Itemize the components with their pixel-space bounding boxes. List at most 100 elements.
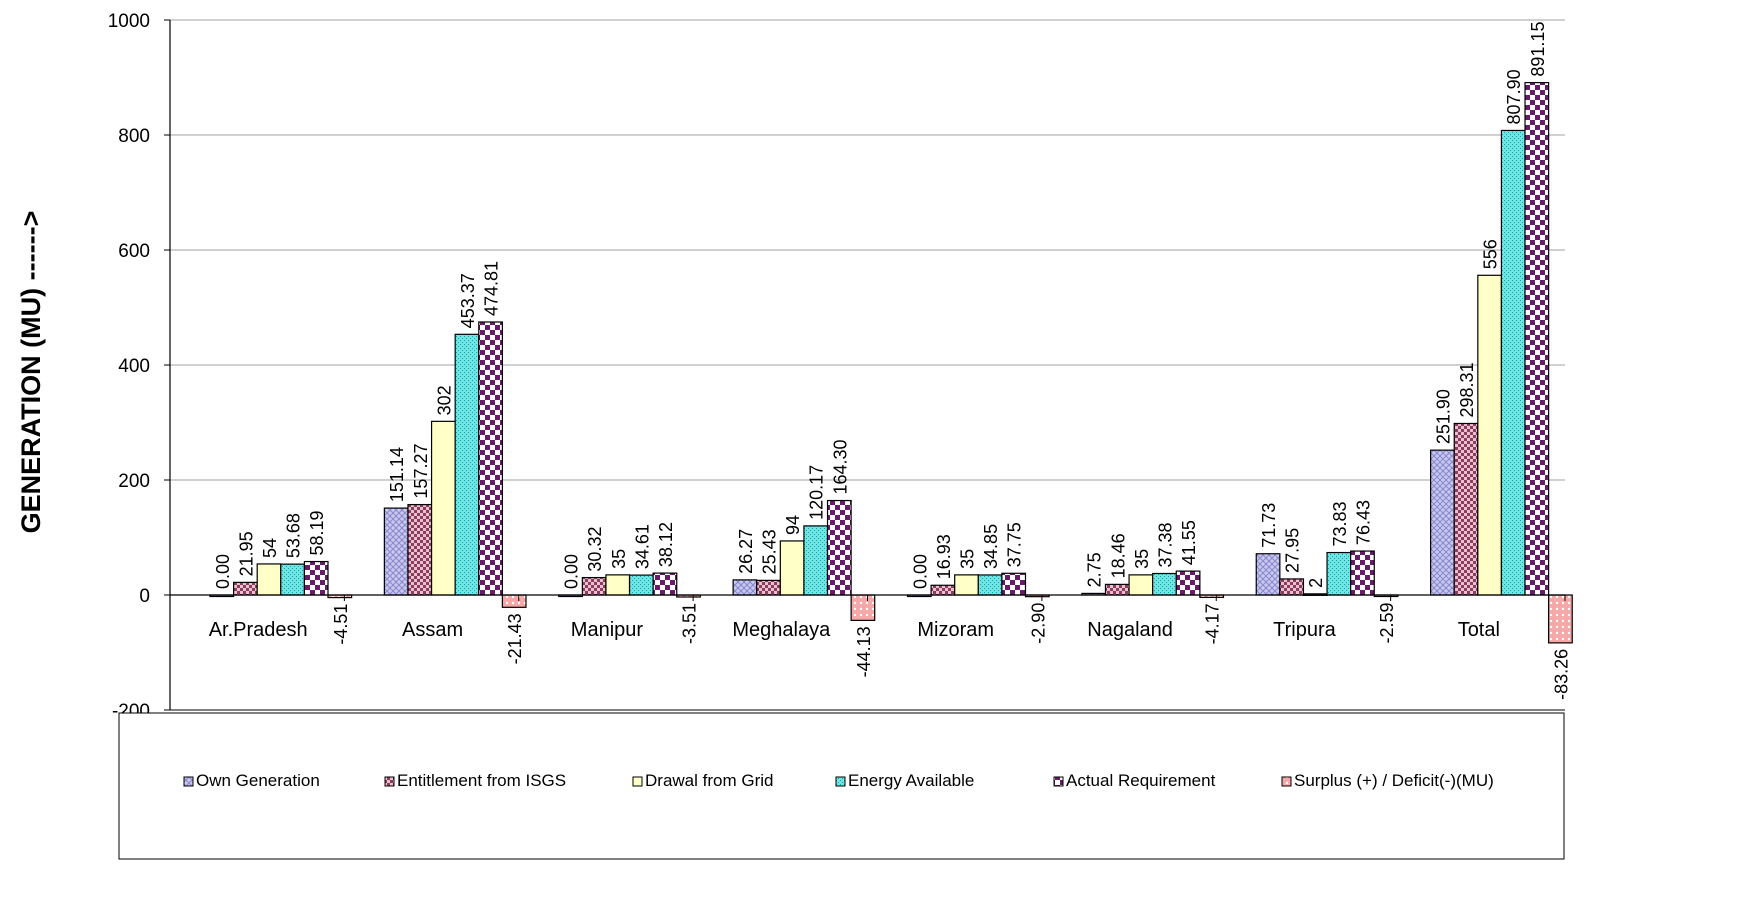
legend: Own Generation Entitlement from ISGS Drawa… (183, 771, 1494, 790)
data-label: 453.37 (458, 273, 478, 328)
legend-label: Actual Requirement (1066, 771, 1216, 790)
legend-swatch (183, 776, 194, 787)
bar (850, 594, 876, 621)
bar (1152, 572, 1177, 596)
bar (628, 574, 654, 596)
x-category-label: Assam (402, 619, 463, 641)
axes (169, 20, 1566, 711)
data-label: 71.73 (1259, 503, 1279, 548)
data-label: 556 (1481, 239, 1501, 269)
x-category-label: Total (1458, 619, 1500, 641)
data-label: 157.27 (411, 444, 431, 499)
bar (1279, 578, 1305, 596)
bar (1453, 422, 1479, 596)
data-label: 76.43 (1353, 500, 1373, 545)
bar (430, 420, 456, 596)
x-category-label: Mizoram (917, 619, 994, 641)
bar (605, 574, 631, 596)
data-label: 21.95 (236, 531, 256, 576)
data-label: 58.19 (307, 510, 327, 555)
bar (930, 584, 956, 596)
x-category-label: Ar.Pradesh (209, 619, 308, 641)
data-label: 30.32 (585, 527, 605, 572)
bar (1001, 572, 1027, 596)
bar (756, 579, 781, 596)
legend-swatch (835, 776, 846, 787)
data-label: 35 (958, 549, 978, 569)
legend-label: Surplus (+) / Deficit(-)(MU) (1294, 771, 1494, 790)
data-label: 298.31 (1457, 362, 1477, 417)
data-label: 0.00 (562, 554, 582, 589)
data-label: -83.26 (1551, 649, 1571, 700)
bar (1500, 129, 1526, 596)
bar (779, 540, 805, 596)
bar (501, 594, 527, 608)
data-label: -4.51 (331, 604, 351, 645)
data-label: -4.17 (1203, 603, 1223, 644)
data-label: -2.59 (1377, 603, 1397, 644)
data-label: 94 (783, 515, 803, 535)
x-category-label: Meghalaya (732, 619, 831, 641)
bar (977, 574, 1003, 596)
data-label: -3.51 (680, 603, 700, 644)
bar (1326, 551, 1352, 596)
bar (478, 321, 503, 596)
data-label: 807.90 (1504, 69, 1524, 124)
data-label: 891.15 (1528, 22, 1548, 77)
legend-swatch (632, 776, 643, 787)
bar (1548, 594, 1573, 644)
bar (280, 563, 305, 596)
data-label: 16.93 (934, 534, 954, 579)
data-label: -21.43 (505, 613, 525, 664)
data-label: 34.85 (981, 524, 1001, 569)
x-axis-categories: Ar.Pradesh Assam Manipur Meghalaya Mizoram Na… (209, 619, 1500, 641)
y-tick-label: 1000 (108, 11, 150, 32)
y-axis-label: GENERATION (MU) ------> (16, 211, 46, 534)
data-label: 37.38 (1155, 522, 1175, 567)
bar (1524, 81, 1550, 596)
data-label: 25.43 (760, 529, 780, 574)
bar (1175, 570, 1201, 596)
legend-label: Entitlement from ISGS (397, 771, 566, 790)
bar (407, 503, 433, 596)
legend-label: Energy Available (848, 771, 974, 790)
data-label: 120.17 (807, 465, 827, 520)
bar (732, 579, 758, 596)
data-label: 2.75 (1085, 552, 1105, 587)
bar (454, 333, 480, 596)
y-tick-label: 800 (118, 126, 150, 147)
legend-swatch (1053, 776, 1064, 787)
data-label: 27.95 (1283, 528, 1303, 573)
bar (383, 507, 409, 596)
data-label: 54 (260, 538, 280, 558)
bar (581, 576, 607, 596)
data-label: 53.68 (284, 513, 304, 558)
bar (233, 581, 258, 596)
data-label: 151.14 (387, 447, 407, 502)
x-category-label: Nagaland (1087, 619, 1173, 641)
y-tick-label: 0 (139, 586, 150, 607)
bar (652, 572, 678, 596)
bar (1128, 574, 1154, 596)
data-label: -44.13 (854, 626, 874, 677)
data-label: 26.27 (736, 529, 756, 574)
bar (1104, 583, 1130, 596)
bar (954, 574, 979, 596)
data-label: 35 (1132, 549, 1152, 569)
data-label: 0.00 (213, 554, 233, 589)
x-category-label: Tripura (1273, 619, 1336, 641)
data-label: 164.30 (830, 439, 850, 494)
data-label: 35 (609, 549, 629, 569)
bar (1255, 553, 1281, 596)
data-label: 251.90 (1433, 389, 1453, 444)
y-tick-label: 200 (118, 471, 150, 492)
bar (1477, 274, 1503, 596)
data-label: 302 (434, 385, 454, 415)
data-label: 18.46 (1108, 533, 1128, 578)
data-label: 73.83 (1330, 502, 1350, 547)
bar (1430, 449, 1455, 596)
legend-label: Drawal from Grid (645, 771, 773, 790)
